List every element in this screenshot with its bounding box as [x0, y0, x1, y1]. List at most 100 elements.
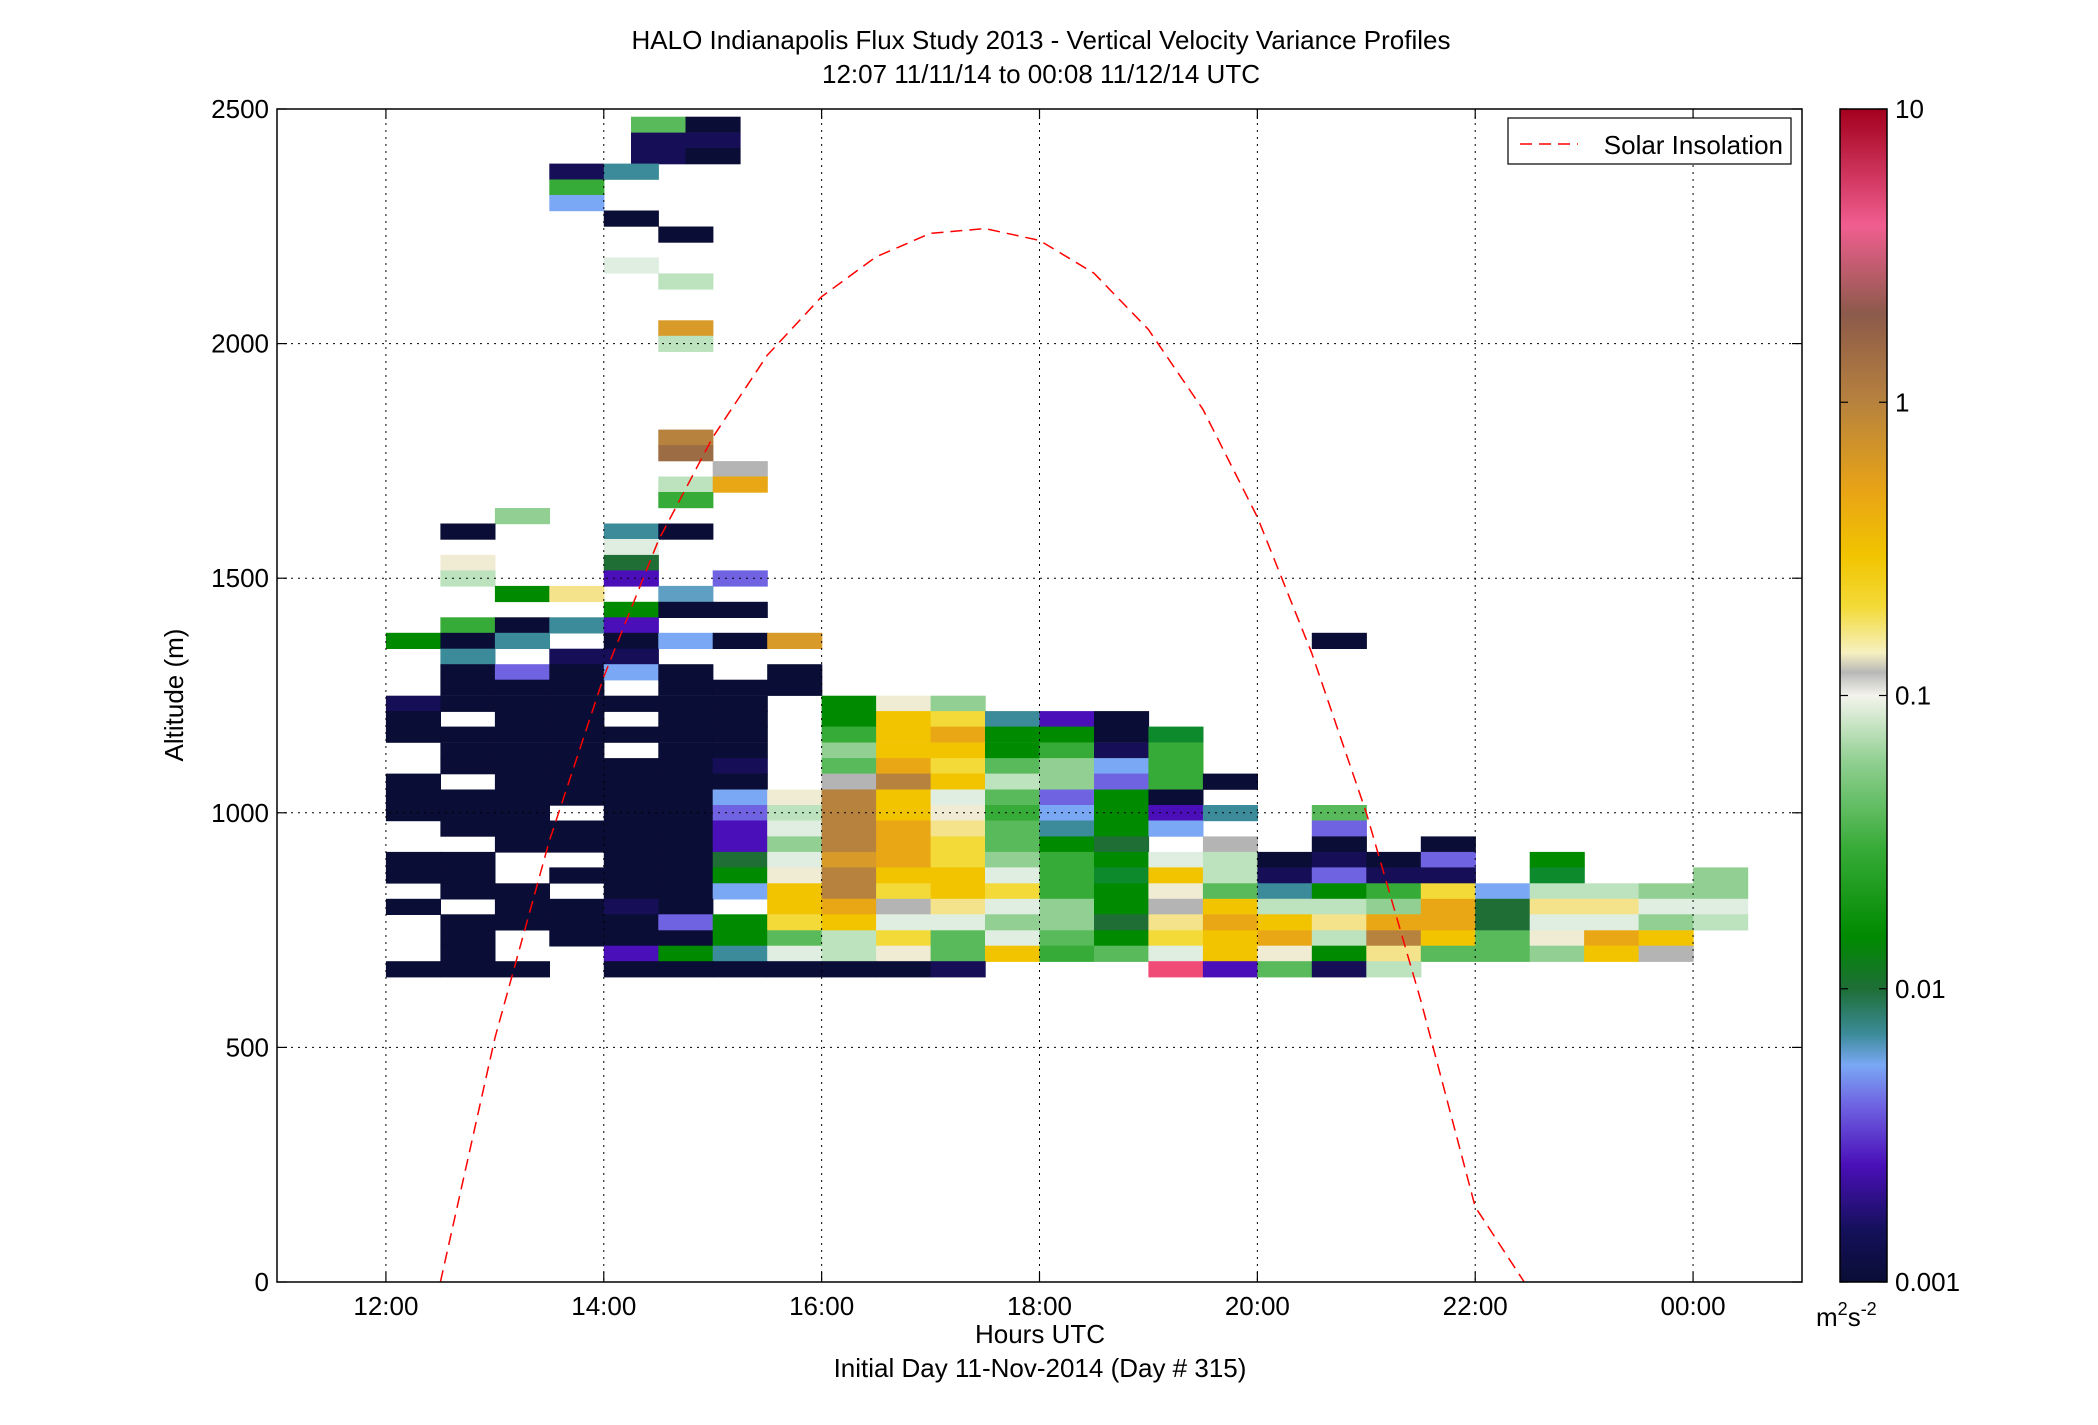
- heatmap-cell: [440, 945, 496, 962]
- heatmap-cell: [685, 148, 741, 165]
- heatmap-cell: [1420, 914, 1476, 931]
- heatmap-cell: [549, 742, 605, 759]
- solar-insolation-line: [439, 227, 1525, 1283]
- heatmap-cell: [440, 632, 496, 649]
- heatmap-cell: [658, 930, 714, 947]
- heatmap-cell: [1039, 820, 1095, 837]
- heatmap-cell: [876, 867, 932, 884]
- heatmap-cell: [876, 898, 932, 915]
- heatmap-cell: [930, 914, 986, 931]
- heatmap-cell: [440, 883, 496, 900]
- heatmap-cell: [821, 789, 877, 806]
- heatmap-cell: [494, 914, 550, 931]
- heatmap-cell: [440, 554, 496, 572]
- heatmap-cell: [767, 632, 823, 649]
- heatmap-cell: [821, 820, 877, 837]
- heatmap-cell: [1148, 945, 1204, 962]
- heatmap-cell: [1202, 898, 1258, 915]
- heatmap-cell: [1693, 914, 1749, 931]
- heatmap-cell: [1638, 930, 1694, 947]
- heatmap-cell: [1311, 883, 1367, 900]
- heatmap-cell: [985, 742, 1041, 759]
- heatmap-cell: [549, 789, 605, 806]
- heatmap-cell: [494, 898, 550, 915]
- heatmap-cell: [494, 679, 550, 696]
- heatmap-cell: [1148, 773, 1204, 790]
- y-tick-label: 1500: [211, 563, 269, 593]
- heatmap-cell: [821, 805, 877, 822]
- heatmap-cell: [603, 648, 659, 665]
- heatmap-cell: [767, 930, 823, 947]
- heatmap-cell: [658, 914, 714, 931]
- y-tick-label: 2000: [211, 329, 269, 359]
- heatmap-cell: [712, 773, 768, 790]
- heatmap-cell: [603, 836, 659, 853]
- heatmap-cell: [385, 805, 441, 822]
- heatmap-cell: [1584, 883, 1640, 900]
- heatmap-cell: [821, 773, 877, 790]
- heatmap-cell: [603, 961, 659, 978]
- heatmap-cell: [549, 726, 605, 743]
- heatmap-cell: [1039, 836, 1095, 853]
- heatmap-cell: [985, 867, 1041, 884]
- heatmap-cell: [1148, 851, 1204, 869]
- heatmap-cell: [876, 742, 932, 759]
- heatmap-cell: [603, 632, 659, 649]
- heatmap-cell: [1420, 851, 1476, 869]
- x-tick-label: 20:00: [1225, 1291, 1290, 1321]
- heatmap-cell: [385, 711, 441, 728]
- heatmap-cell: [767, 898, 823, 915]
- heatmap-cell: [712, 679, 768, 696]
- colorbar-tick-label: 10: [1895, 94, 1924, 124]
- heatmap-cell: [1366, 945, 1422, 962]
- heatmap-cell: [876, 883, 932, 900]
- heatmap-cell: [712, 695, 768, 712]
- chart-title: HALO Indianapolis Flux Study 2013 - Vert…: [632, 25, 1451, 55]
- x-tick-label: 00:00: [1661, 1291, 1726, 1321]
- heatmap-cell: [1094, 742, 1150, 759]
- heatmap-cell: [1366, 961, 1422, 978]
- heatmap-cell: [1311, 632, 1367, 649]
- x-tick-label: 16:00: [789, 1291, 854, 1321]
- heatmap-cell: [603, 726, 659, 743]
- x-axis-ticks: 12:00 14:00 16:00 18:00 20:00 22:00 00:00: [353, 109, 1726, 1321]
- heatmap-cell: [1257, 961, 1313, 978]
- heatmap-cell: [658, 445, 714, 462]
- heatmap-cell: [712, 930, 768, 947]
- heatmap-cell: [876, 773, 932, 790]
- heatmap-cell: [1420, 883, 1476, 900]
- heatmap-cell: [1420, 930, 1476, 947]
- heatmap-cell: [658, 898, 714, 915]
- heatmap-cell: [1257, 945, 1313, 962]
- colorbar-tick-label: 0.01: [1895, 974, 1946, 1004]
- heatmap-cell: [930, 930, 986, 947]
- heatmap-cell: [385, 773, 441, 790]
- heatmap-cells: [385, 116, 1749, 978]
- heatmap-cell: [1039, 726, 1095, 743]
- heatmap-cell: [658, 335, 714, 352]
- heatmap-cell: [494, 773, 550, 790]
- heatmap-cell: [985, 773, 1041, 790]
- heatmap-cell: [1039, 851, 1095, 869]
- heatmap-cell: [767, 883, 823, 900]
- heatmap-cell: [712, 851, 768, 869]
- heatmap-cell: [658, 805, 714, 822]
- heatmap-cell: [1257, 883, 1313, 900]
- heatmap-cell: [767, 820, 823, 837]
- heatmap-cell: [440, 758, 496, 775]
- heatmap-cell: [1094, 883, 1150, 900]
- heatmap-cell: [930, 898, 986, 915]
- heatmap-cell: [1475, 930, 1531, 947]
- heatmap-cell: [712, 820, 768, 837]
- heatmap-cell: [658, 695, 714, 712]
- heatmap-cell: [1257, 898, 1313, 915]
- heatmap-cell: [1039, 758, 1095, 775]
- heatmap-cell: [1311, 930, 1367, 947]
- heatmap-cell: [1202, 914, 1258, 931]
- heatmap-cell: [658, 758, 714, 775]
- heatmap-cell: [1039, 883, 1095, 900]
- heatmap-cell: [603, 617, 659, 634]
- heatmap-cell: [658, 226, 714, 243]
- heatmap-cell: [1311, 836, 1367, 853]
- heatmap-cell: [1039, 773, 1095, 790]
